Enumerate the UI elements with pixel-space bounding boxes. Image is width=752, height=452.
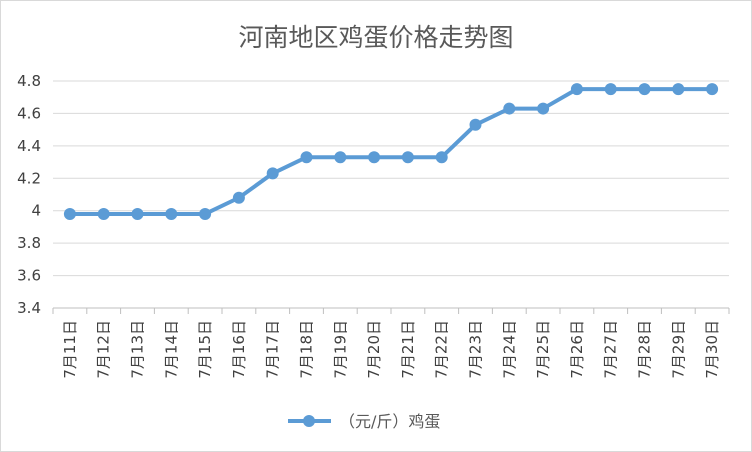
data-point — [165, 207, 178, 220]
x-tick-label: 7月29日 — [669, 320, 687, 379]
x-tick-label: 7月11日 — [61, 320, 79, 379]
y-tick-label: 4.6 — [17, 104, 41, 122]
data-point — [368, 151, 381, 164]
data-point — [232, 191, 245, 204]
data-point — [401, 151, 414, 164]
x-tick-label: 7月18日 — [298, 320, 316, 379]
x-tick-label: 7月17日 — [264, 320, 282, 379]
legend-point-marker — [303, 415, 315, 427]
data-point — [131, 207, 144, 220]
data-point — [638, 83, 651, 96]
x-tick-label: 7月25日 — [534, 320, 552, 379]
x-tick-label: 7月27日 — [602, 320, 620, 379]
x-tick-label: 7月16日 — [230, 320, 248, 379]
chart-title: 河南地区鸡蛋价格走势图 — [238, 23, 513, 52]
x-axis: 7月11日 7月12日 7月13日 7月14日 7月15日 7月16日 7月17日 7月18日… — [52, 308, 730, 379]
data-point — [604, 83, 617, 96]
data-point — [266, 167, 279, 180]
series-layer — [63, 83, 719, 220]
data-point — [706, 83, 719, 96]
y-tick-label: 4.2 — [17, 169, 41, 187]
x-tick-label: 7月30日 — [703, 320, 721, 379]
y-axis-ticks: 3.4 3.6 3.8 4 4.2 4.4 4.6 4.8 — [17, 72, 41, 317]
y-tick-label: 4 — [31, 202, 41, 220]
x-tick-label: 7月20日 — [365, 320, 383, 379]
y-tick-label: 3.6 — [17, 267, 41, 285]
data-point — [199, 207, 212, 220]
x-tick-label: 7月21日 — [399, 320, 417, 379]
y-tick-label: 4.8 — [17, 72, 41, 90]
series-line — [67, 87, 715, 216]
x-tick-label: 7月14日 — [162, 320, 180, 379]
data-point — [435, 151, 448, 164]
y-tick-label: 3.4 — [17, 299, 41, 317]
x-tick-label: 7月26日 — [568, 320, 586, 379]
data-point — [334, 151, 347, 164]
x-tick-label: 7月28日 — [636, 320, 654, 379]
x-tick-label: 7月22日 — [433, 320, 451, 379]
legend: （元/斤）鸡蛋 — [288, 412, 440, 431]
gridlines — [53, 80, 729, 309]
data-point — [503, 102, 516, 115]
y-tick-label: 3.8 — [17, 234, 41, 252]
legend-label: （元/斤）鸡蛋 — [339, 412, 440, 431]
data-point — [570, 83, 583, 96]
data-point — [537, 102, 550, 115]
data-point — [63, 207, 76, 220]
x-tick-label: 7月15日 — [196, 320, 214, 379]
x-tick-label: 7月13日 — [129, 320, 147, 379]
data-point — [97, 207, 110, 220]
x-tick-label: 7月19日 — [331, 320, 349, 379]
x-tick-label: 7月12日 — [95, 320, 113, 379]
x-tick-label: 7月24日 — [500, 320, 518, 379]
x-tick-label: 7月23日 — [467, 320, 485, 379]
data-point — [672, 83, 685, 96]
data-point — [300, 151, 313, 164]
data-point — [469, 118, 482, 131]
y-tick-label: 4.4 — [17, 137, 41, 155]
